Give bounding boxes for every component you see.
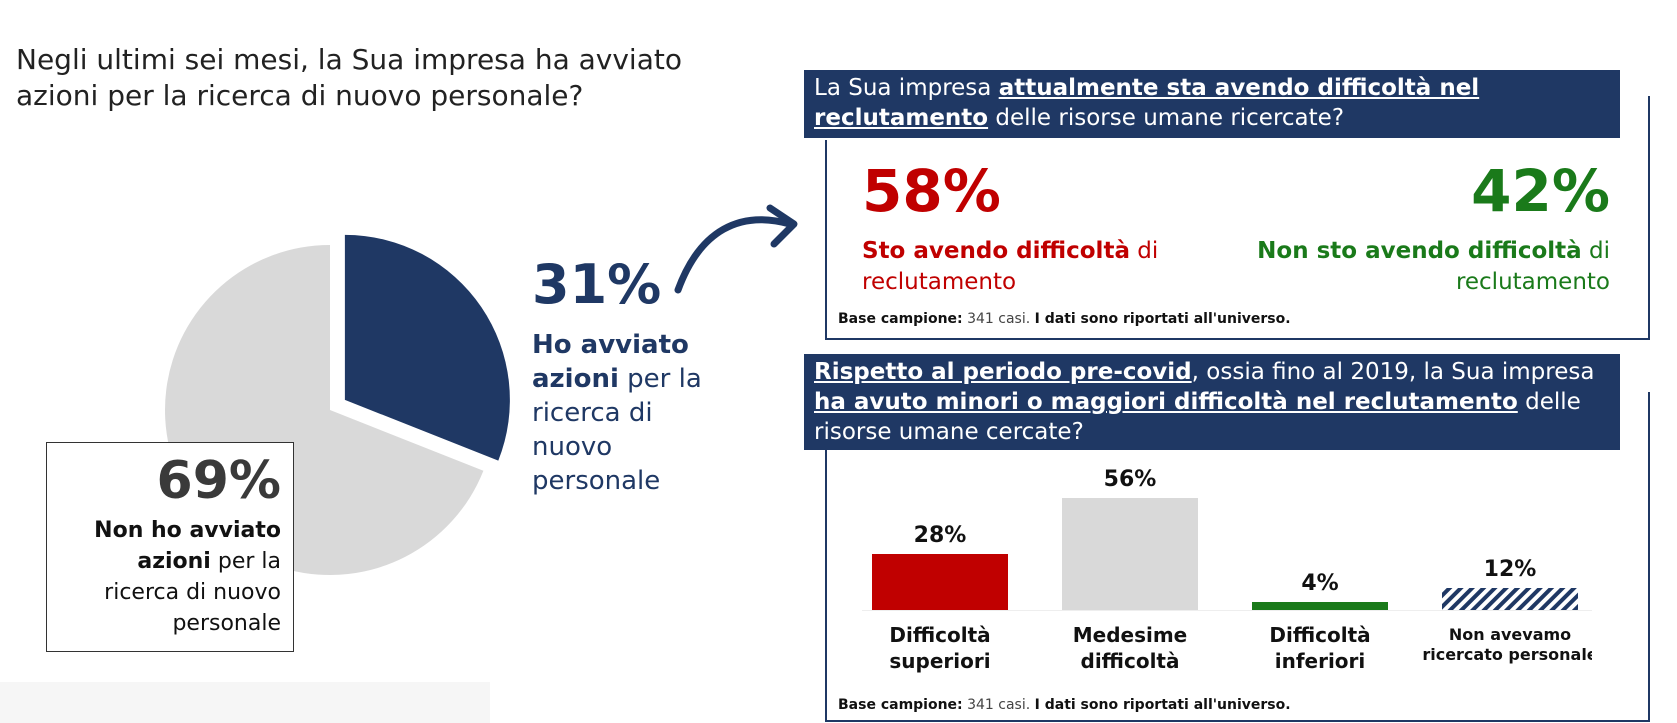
pie-slice-69-label: Non ho avviato azioni per la ricerca di … [57,515,281,639]
panel2-q-emphasis2: ha avuto minori o maggiori difficoltà ne… [814,389,1518,415]
pie-slice-31 [344,234,510,461]
panel1-base-bold: Base campione: [838,311,963,327]
panel1-q-pre: La Sua impresa [814,75,999,101]
difficulty-no-label: Non sto avendo difficoltà di reclutament… [1240,236,1610,298]
main-question: Negli ultimi sei mesi, la Sua impresa ha… [16,43,682,112]
bar-value-label-3: 12% [1484,557,1537,582]
bar-category-label-2-0: Difficoltà [1269,623,1370,647]
panel2-base-n: 341 casi. [962,697,1035,713]
panel2-frame [825,392,1650,722]
pie-slice-31-percent: 31% [532,253,662,316]
pie-slice-31-label-rest: per la ricerca di nuovo personale [532,364,702,496]
bar-0 [872,554,1008,610]
bar-category-label-2-1: inferiori [1275,649,1366,673]
curved-arrow-icon [674,204,798,294]
pie-slice-69-label-bold: Non ho avviato azioni [94,518,281,574]
pie-slice-69-box: 69% Non ho avviato azioni per la ricerca… [46,442,294,652]
bar-value-label-0: 28% [914,523,967,548]
difficulty-no-label-bold: Non sto avendo difficoltà [1257,238,1582,264]
bar-category-label-0-0: Difficoltà [889,623,990,647]
pie-slice-31-label: Ho avviato azioni per la ricerca di nuov… [532,328,732,498]
footer-fade [0,682,490,723]
panel1-question: La Sua impresa attualmente sta avendo di… [804,70,1620,138]
difficulty-yes-label-bold: Sto avendo difficoltà [862,238,1130,264]
panel1-base-n: 341 casi. [962,311,1035,327]
panel2-question: Rispetto al periodo pre-covid, ossia fin… [804,354,1620,450]
bar-category-label-1-0: Medesime [1073,623,1188,647]
difficulty-yes-label: Sto avendo difficoltà di reclutamento [862,236,1202,298]
difficulty-yes-percent: 58% [862,157,1001,225]
difficulty-no-label-rest: di reclutamento [1455,238,1610,295]
pie-slice-69-percent: 69% [156,451,281,511]
bar-category-label-3-0: Non avevamo [1449,625,1571,644]
panel2-q-post: delle risorse umane cercate? [814,389,1581,445]
pie-slice-31-label-bold: Ho avviato azioni [532,330,689,394]
bar-category-label-1-1: difficoltà [1081,649,1180,673]
panel2-q-emphasis1: Rispetto al periodo pre-covid [814,359,1192,385]
bar-1 [1062,498,1198,610]
bar-category-label-0-1: superiori [889,649,990,673]
difficulty-no-percent: 42% [1471,157,1610,225]
panel2-base-bold: Base campione: [838,697,963,713]
panel1-base-note: Base campione: 341 casi. I dati sono rip… [838,311,1291,327]
panel2-base-note: Base campione: 341 casi. I dati sono rip… [838,697,1291,713]
panel2-base-universe: I dati sono riportati all'universo. [1034,697,1291,713]
bar-value-label-2: 4% [1301,571,1338,596]
bar-2 [1252,602,1388,610]
pie-slice-69-label-rest: per la ricerca di nuovo personale [104,549,281,636]
bar-3 [1442,588,1578,610]
bar-value-label-1: 56% [1104,467,1157,492]
panel1-q-emphasis: attualmente sta avendo difficoltà nel re… [814,75,1480,131]
panel2-q-mid: , ossia fino al 2019, la Sua impresa [1191,359,1595,385]
bar-chart: 28%Difficoltàsuperiori56%Medesimediffico… [862,467,1592,673]
panel1-frame-left [825,140,827,340]
difficulty-yes-label-rest: di reclutamento [862,238,1159,295]
panel1-base-universe: I dati sono riportati all'universo. [1034,311,1291,327]
panel1-q-post: delle risorse umane ricercate? [988,105,1345,131]
bar-category-label-3-1: ricercato personale [1422,645,1592,664]
panel1-frame [825,96,1650,340]
panel2-frame-left [825,448,827,722]
